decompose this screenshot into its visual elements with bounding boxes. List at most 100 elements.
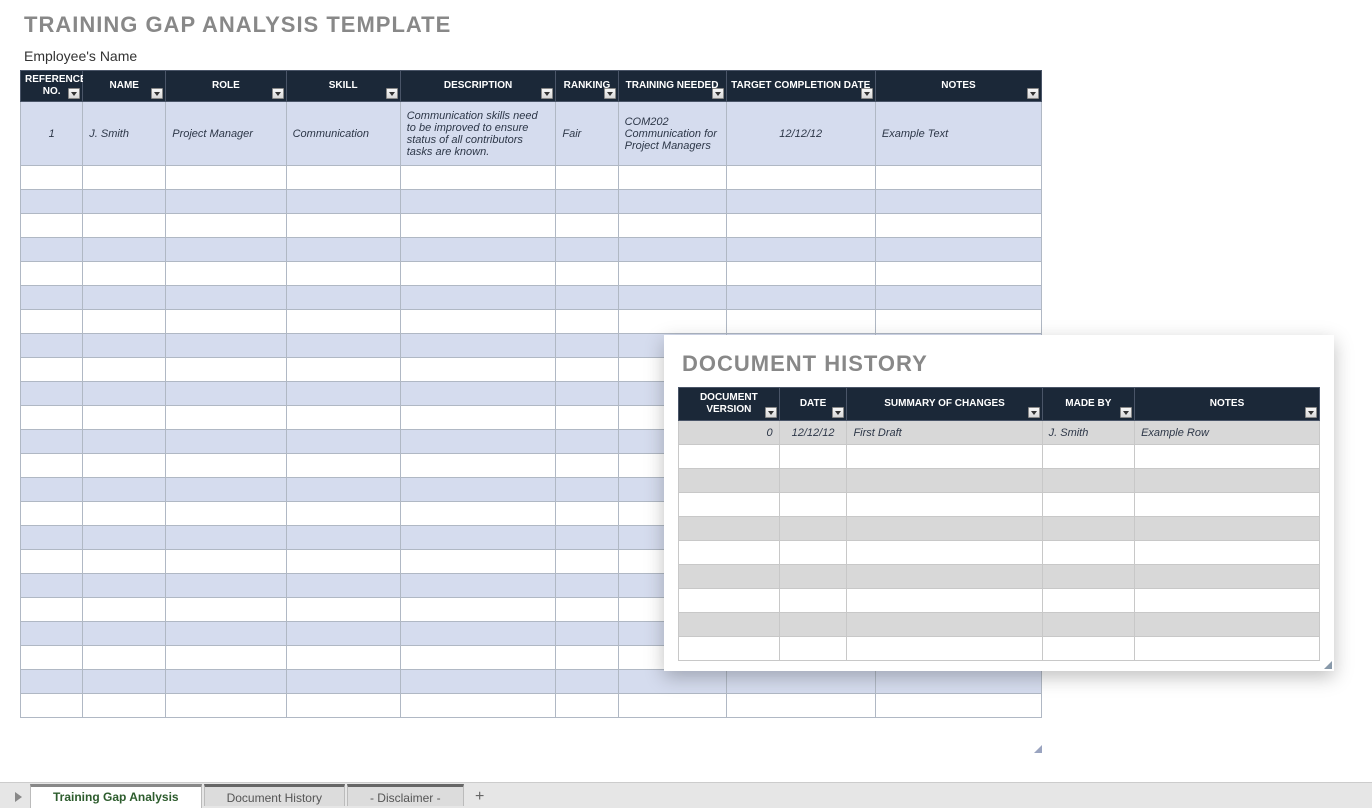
empty-cell[interactable] — [21, 670, 83, 694]
empty-cell[interactable] — [166, 550, 286, 574]
add-sheet-button[interactable]: + — [466, 786, 494, 808]
empty-cell[interactable] — [286, 166, 400, 190]
empty-cell[interactable] — [679, 589, 780, 613]
empty-cell[interactable] — [400, 166, 556, 190]
empty-cell[interactable] — [556, 502, 618, 526]
empty-cell[interactable] — [83, 334, 166, 358]
empty-cell[interactable] — [286, 526, 400, 550]
col-header-target-date[interactable]: TARGET COMPLETION DATE — [726, 71, 875, 102]
empty-cell[interactable] — [400, 334, 556, 358]
empty-cell[interactable] — [83, 286, 166, 310]
empty-cell[interactable] — [556, 382, 618, 406]
filter-icon[interactable] — [1120, 407, 1132, 418]
empty-cell[interactable] — [847, 541, 1042, 565]
empty-cell[interactable] — [556, 286, 618, 310]
col-header-name[interactable]: NAME — [83, 71, 166, 102]
col-header-notes[interactable]: NOTES — [875, 71, 1041, 102]
empty-cell[interactable] — [400, 574, 556, 598]
empty-cell[interactable] — [166, 454, 286, 478]
empty-cell[interactable] — [286, 190, 400, 214]
cell-version[interactable]: 0 — [679, 421, 780, 445]
empty-cell[interactable] — [1042, 493, 1134, 517]
empty-cell[interactable] — [556, 238, 618, 262]
filter-icon[interactable] — [386, 88, 398, 99]
empty-cell[interactable] — [21, 406, 83, 430]
empty-cell[interactable] — [618, 190, 726, 214]
empty-cell[interactable] — [779, 565, 847, 589]
empty-cell[interactable] — [679, 469, 780, 493]
empty-cell[interactable] — [166, 190, 286, 214]
empty-cell[interactable] — [83, 382, 166, 406]
cell-train[interactable]: COM202 Communication for Project Manager… — [618, 102, 726, 166]
table-row[interactable] — [21, 190, 1042, 214]
col-header-reference[interactable]: REFERENCE NO. — [21, 71, 83, 102]
cell-role[interactable]: Project Manager — [166, 102, 286, 166]
empty-cell[interactable] — [618, 694, 726, 718]
col-header-madeby[interactable]: MADE BY — [1042, 388, 1134, 421]
empty-cell[interactable] — [286, 382, 400, 406]
empty-cell[interactable] — [679, 637, 780, 661]
empty-cell[interactable] — [556, 646, 618, 670]
empty-cell[interactable] — [1135, 445, 1320, 469]
empty-cell[interactable] — [1042, 565, 1134, 589]
empty-cell[interactable] — [166, 310, 286, 334]
empty-cell[interactable] — [726, 286, 875, 310]
empty-cell[interactable] — [1135, 517, 1320, 541]
table-resize-handle[interactable] — [1032, 743, 1042, 753]
empty-cell[interactable] — [679, 445, 780, 469]
filter-icon[interactable] — [832, 407, 844, 418]
col-header-role[interactable]: ROLE — [166, 71, 286, 102]
empty-cell[interactable] — [21, 646, 83, 670]
empty-cell[interactable] — [1135, 493, 1320, 517]
empty-cell[interactable] — [726, 310, 875, 334]
empty-cell[interactable] — [779, 589, 847, 613]
filter-icon[interactable] — [861, 88, 873, 99]
empty-cell[interactable] — [286, 454, 400, 478]
empty-cell[interactable] — [286, 502, 400, 526]
cell-rank[interactable]: Fair — [556, 102, 618, 166]
empty-cell[interactable] — [556, 406, 618, 430]
table-row[interactable] — [21, 214, 1042, 238]
empty-cell[interactable] — [166, 166, 286, 190]
col-header-date[interactable]: DATE — [779, 388, 847, 421]
empty-cell[interactable] — [83, 454, 166, 478]
empty-cell[interactable] — [400, 286, 556, 310]
empty-cell[interactable] — [679, 613, 780, 637]
empty-cell[interactable] — [618, 310, 726, 334]
filter-icon[interactable] — [541, 88, 553, 99]
empty-cell[interactable] — [83, 430, 166, 454]
empty-cell[interactable] — [847, 493, 1042, 517]
empty-cell[interactable] — [556, 526, 618, 550]
empty-cell[interactable] — [286, 334, 400, 358]
table-row[interactable] — [21, 670, 1042, 694]
empty-cell[interactable] — [779, 493, 847, 517]
empty-cell[interactable] — [21, 214, 83, 238]
empty-cell[interactable] — [21, 238, 83, 262]
empty-cell[interactable] — [21, 358, 83, 382]
empty-cell[interactable] — [875, 190, 1041, 214]
empty-cell[interactable] — [400, 214, 556, 238]
empty-cell[interactable] — [83, 574, 166, 598]
empty-cell[interactable] — [400, 598, 556, 622]
sheet-tab[interactable]: Document History — [204, 784, 345, 806]
cell-madeby[interactable]: J. Smith — [1042, 421, 1134, 445]
hist-row[interactable] — [679, 613, 1320, 637]
empty-cell[interactable] — [875, 166, 1041, 190]
empty-cell[interactable] — [1135, 589, 1320, 613]
filter-icon[interactable] — [151, 88, 163, 99]
empty-cell[interactable] — [21, 262, 83, 286]
empty-cell[interactable] — [166, 358, 286, 382]
empty-cell[interactable] — [726, 190, 875, 214]
empty-cell[interactable] — [83, 646, 166, 670]
empty-cell[interactable] — [21, 454, 83, 478]
empty-cell[interactable] — [400, 406, 556, 430]
empty-cell[interactable] — [83, 262, 166, 286]
table-row[interactable] — [21, 238, 1042, 262]
empty-cell[interactable] — [726, 262, 875, 286]
empty-cell[interactable] — [286, 622, 400, 646]
panel-resize-handle[interactable] — [1322, 659, 1332, 669]
empty-cell[interactable] — [875, 238, 1041, 262]
empty-cell[interactable] — [21, 622, 83, 646]
empty-cell[interactable] — [779, 637, 847, 661]
empty-cell[interactable] — [166, 238, 286, 262]
